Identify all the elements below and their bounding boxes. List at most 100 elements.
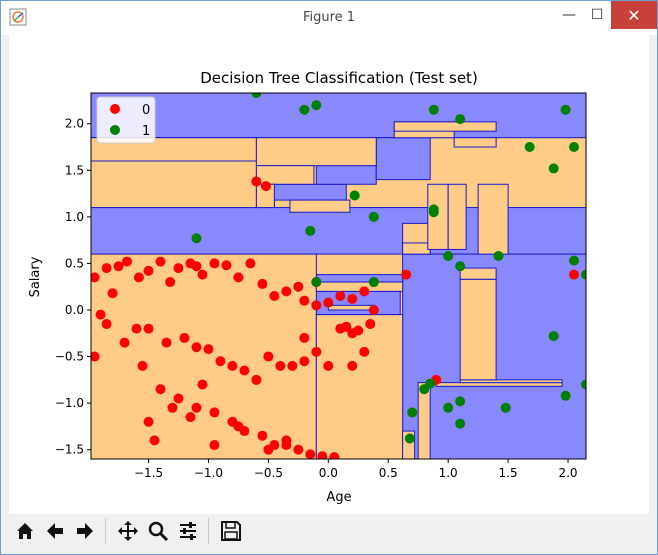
- data-point-class-0: [203, 344, 214, 355]
- data-point-class-1: [455, 418, 466, 429]
- region-class-0: [91, 253, 317, 459]
- zoom-button[interactable]: [144, 517, 172, 545]
- series-1: [191, 93, 586, 444]
- pan-button[interactable]: [114, 517, 142, 545]
- region-class-0: [459, 267, 497, 280]
- data-point-class-1: [428, 207, 439, 218]
- data-point-class-1: [500, 402, 511, 413]
- figure-canvas[interactable]: Decision Tree Classification (Test set) …: [9, 35, 649, 514]
- region-class-0: [255, 165, 315, 185]
- data-point-class-0: [149, 435, 160, 446]
- data-point-class-0: [323, 360, 334, 371]
- home-icon: [17, 523, 33, 539]
- data-point-class-0: [233, 272, 244, 283]
- data-point-class-1: [404, 433, 415, 444]
- region-class-0: [393, 121, 497, 132]
- data-point-class-0: [191, 342, 202, 353]
- data-point-class-1: [455, 261, 466, 272]
- data-point-class-1: [311, 100, 322, 111]
- data-point-class-0: [335, 291, 346, 302]
- data-point-class-0: [197, 379, 208, 390]
- data-point-class-0: [133, 272, 144, 283]
- data-point-class-1: [349, 190, 360, 201]
- data-point-class-0: [121, 256, 132, 267]
- data-point-class-0: [329, 452, 340, 459]
- y-tick-label: 2.0: [65, 117, 84, 131]
- data-point-class-0: [221, 260, 232, 271]
- region-class-0: [402, 242, 431, 255]
- data-point-class-0: [143, 416, 154, 427]
- plot-area: [90, 92, 587, 460]
- data-point-class-1: [560, 104, 571, 115]
- maximize-button[interactable]: ☐: [590, 7, 604, 23]
- data-point-class-0: [401, 269, 412, 280]
- move-icon: [118, 521, 138, 541]
- y-tick-label: 0.0: [65, 303, 84, 317]
- data-point-class-1: [581, 379, 586, 390]
- data-point-class-1: [443, 402, 454, 413]
- x-axis-label: Age: [326, 490, 351, 505]
- data-point-class-1: [191, 233, 202, 244]
- minimize-button[interactable]: —: [562, 7, 576, 23]
- data-point-class-1: [419, 384, 430, 395]
- x-tick-label: 0.5: [379, 466, 398, 480]
- data-point-class-0: [257, 430, 268, 441]
- close-button[interactable]: ✕: [611, 1, 657, 29]
- x-tick-label: 1.5: [499, 466, 518, 480]
- data-point-class-1: [305, 225, 316, 236]
- data-point-class-1: [455, 396, 466, 407]
- region-class-0: [459, 278, 497, 381]
- data-point-class-0: [251, 374, 262, 385]
- legend-marker-0: [110, 104, 120, 114]
- data-point-class-0: [131, 323, 142, 334]
- data-point-class-1: [251, 93, 262, 98]
- y-tick-label: −1.0: [55, 396, 84, 410]
- decision-regions: [91, 93, 586, 459]
- data-point-class-0: [260, 181, 271, 192]
- data-point-class-0: [155, 384, 166, 395]
- configure-subplots-button[interactable]: [174, 517, 202, 545]
- data-point-class-0: [311, 300, 322, 311]
- sliders-icon: [180, 522, 196, 540]
- save-button[interactable]: [217, 517, 245, 545]
- magnifier-icon: [148, 521, 169, 542]
- data-point-class-1: [428, 104, 439, 115]
- matplotlib-app-icon: [9, 8, 27, 26]
- data-point-class-0: [281, 435, 292, 446]
- home-button[interactable]: [11, 517, 39, 545]
- data-point-class-0: [251, 176, 262, 187]
- window-title: Figure 1: [302, 10, 356, 25]
- data-point-class-0: [263, 444, 274, 455]
- plot-frame: [90, 92, 587, 460]
- data-point-class-0: [173, 393, 184, 404]
- back-button[interactable]: [41, 517, 69, 545]
- data-point-class-0: [305, 449, 316, 459]
- data-point-class-0: [245, 258, 256, 269]
- x-axis: −1.5 −1.0 −0.5 0.0 0.5 1.0 1.5 2.0: [134, 459, 578, 480]
- data-point-class-0: [91, 272, 100, 283]
- data-point-class-0: [299, 356, 310, 367]
- forward-button[interactable]: [71, 517, 99, 545]
- region-class-1: [315, 165, 377, 185]
- data-point-class-0: [287, 360, 298, 371]
- data-point-class-0: [347, 293, 358, 304]
- data-point-class-0: [143, 323, 154, 334]
- y-tick-label: 1.5: [65, 163, 84, 177]
- y-tick-label: −0.5: [55, 350, 84, 364]
- data-point-class-0: [185, 412, 196, 423]
- navigation-toolbar: [9, 514, 649, 548]
- data-point-class-0: [293, 444, 304, 455]
- data-point-class-0: [311, 346, 322, 357]
- data-point-class-0: [569, 269, 580, 280]
- data-point-class-1: [368, 211, 379, 222]
- data-point-class-1: [455, 114, 466, 125]
- data-point-class-1: [548, 163, 559, 174]
- data-point-class-1: [569, 142, 580, 153]
- data-point-class-0: [143, 265, 154, 276]
- data-point-class-0: [95, 309, 106, 320]
- data-point-class-0: [197, 269, 208, 280]
- data-point-class-0: [107, 288, 118, 299]
- region-class-1: [375, 137, 431, 181]
- data-point-class-0: [215, 356, 226, 367]
- region-class-1: [315, 274, 404, 283]
